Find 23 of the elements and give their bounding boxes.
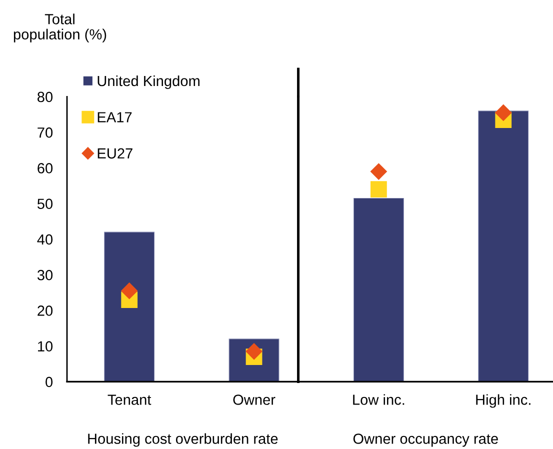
legend-label: United Kingdom	[98, 75, 200, 90]
y-tick-label: 30	[37, 270, 53, 280]
point	[370, 163, 388, 180]
point	[494, 104, 512, 122]
y-axis-title: Total population (%)	[14, 14, 106, 42]
x-tick-label: Low inc.	[353, 394, 404, 405]
x-tick-label: Owner	[233, 394, 276, 405]
point	[120, 282, 138, 300]
y-tick-label: 70	[38, 127, 53, 138]
x-axis-title: Owner occupancy rate	[353, 434, 498, 447]
x-tick-label: Tenant	[108, 394, 152, 405]
y-tick-label: 20	[38, 306, 53, 316]
x-axis-title: Housing cost overburden rate	[88, 433, 278, 447]
y-tick-label: 80	[38, 92, 53, 102]
legend-label: EA17	[98, 112, 132, 122]
y-tick-label: 40	[37, 234, 53, 245]
y-tick-label: 50	[37, 198, 53, 210]
y-tick-label: 60	[38, 163, 53, 174]
legend-label: EU27	[98, 148, 132, 159]
x-tick-label: High inc.	[476, 394, 530, 408]
y-tick-label: 0	[46, 376, 53, 388]
point	[370, 181, 387, 198]
y-tick-label: 10	[38, 341, 53, 352]
